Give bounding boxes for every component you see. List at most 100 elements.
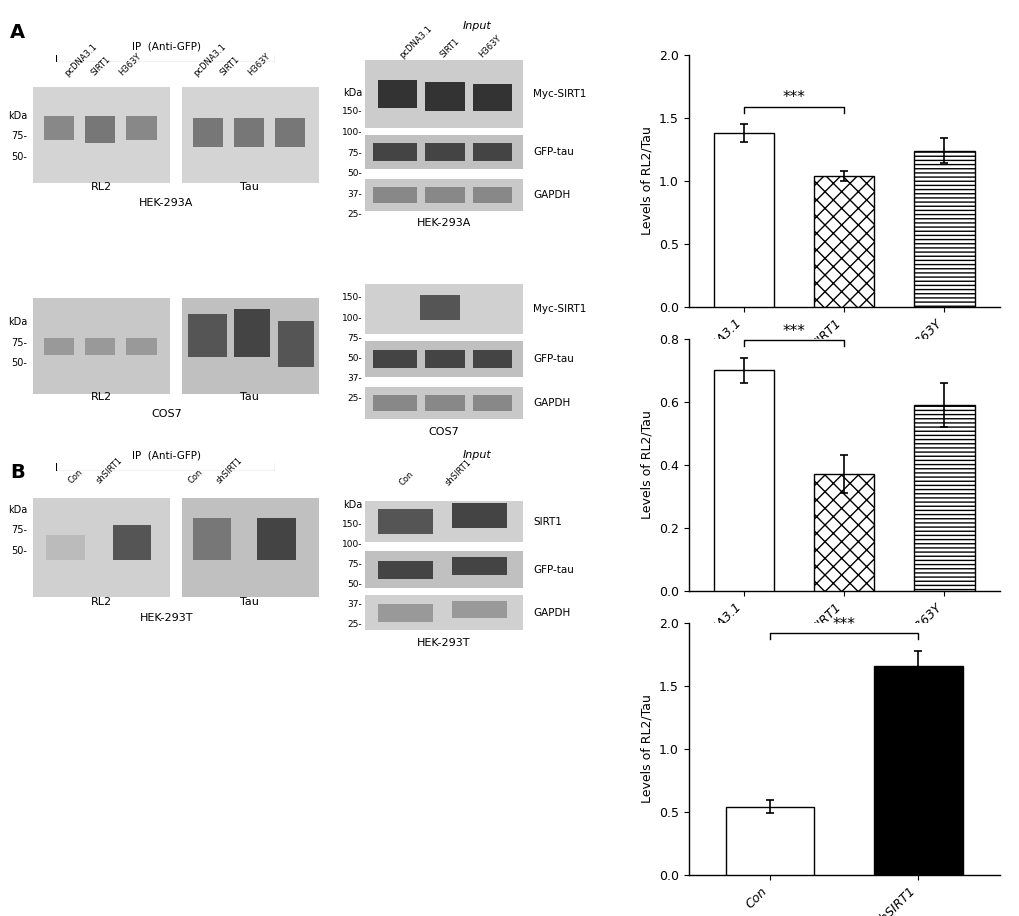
Text: GFP-tau: GFP-tau xyxy=(533,354,574,364)
Bar xyxy=(277,321,314,367)
Bar xyxy=(472,144,512,161)
Bar xyxy=(193,518,231,560)
Y-axis label: Levels of RL2/Tau: Levels of RL2/Tau xyxy=(640,410,652,519)
Text: 75-: 75- xyxy=(11,338,28,348)
Text: 50-: 50- xyxy=(347,580,362,589)
Text: SIRT1: SIRT1 xyxy=(90,55,112,78)
Text: B: B xyxy=(10,463,24,482)
Text: kDa: kDa xyxy=(342,88,362,98)
Text: GFP-tau: GFP-tau xyxy=(533,147,574,157)
Text: SIRT1: SIRT1 xyxy=(438,37,461,60)
Text: kDa: kDa xyxy=(8,505,28,515)
Text: H363Y: H363Y xyxy=(246,52,271,78)
Text: HEK-293A: HEK-293A xyxy=(139,198,194,208)
Bar xyxy=(425,187,465,202)
Text: Con: Con xyxy=(66,467,85,485)
Text: H363Y: H363Y xyxy=(477,34,502,60)
Text: kDa: kDa xyxy=(342,500,362,510)
Text: 150-: 150- xyxy=(341,293,362,302)
Text: SIRT1: SIRT1 xyxy=(218,55,240,78)
Y-axis label: Levels of RL2/Tau: Levels of RL2/Tau xyxy=(640,694,652,803)
Bar xyxy=(813,474,873,591)
Text: 25-: 25- xyxy=(347,394,362,403)
Text: 37-: 37- xyxy=(347,190,362,199)
Bar xyxy=(275,118,306,147)
Bar xyxy=(189,314,227,357)
Bar xyxy=(913,151,973,307)
Bar xyxy=(126,116,157,140)
Text: shSIRT1: shSIRT1 xyxy=(214,456,244,485)
Text: Tau: Tau xyxy=(240,181,259,191)
Bar xyxy=(451,601,507,618)
Y-axis label: Levels of RL2/Tau: Levels of RL2/Tau xyxy=(640,126,652,235)
Bar xyxy=(193,118,223,147)
Bar xyxy=(373,350,417,368)
Text: 150-: 150- xyxy=(341,519,362,529)
Text: ***: *** xyxy=(782,91,805,105)
Bar xyxy=(713,133,773,307)
Text: 50-: 50- xyxy=(11,546,28,556)
Text: 50-: 50- xyxy=(347,169,362,178)
Bar xyxy=(472,350,512,368)
Bar xyxy=(377,561,433,579)
Text: Con: Con xyxy=(186,467,205,485)
Text: 25-: 25- xyxy=(347,620,362,629)
Bar xyxy=(44,116,74,140)
Text: COS7: COS7 xyxy=(428,427,459,437)
Text: RL2: RL2 xyxy=(91,181,111,191)
Bar xyxy=(44,338,74,355)
Text: 50-: 50- xyxy=(347,354,362,363)
Text: Tau: Tau xyxy=(240,392,259,402)
Bar xyxy=(472,395,512,410)
Text: IP  (Anti-GFP): IP (Anti-GFP) xyxy=(131,41,201,51)
Bar xyxy=(373,144,417,161)
Text: pcDNA3.1: pcDNA3.1 xyxy=(63,42,99,78)
Bar xyxy=(425,82,465,111)
Text: pcDNA3.1: pcDNA3.1 xyxy=(192,42,227,78)
Text: COS7: COS7 xyxy=(151,409,181,419)
Bar xyxy=(873,666,962,875)
Text: shSIRT1: shSIRT1 xyxy=(443,458,473,487)
Bar xyxy=(85,338,115,355)
Text: GAPDH: GAPDH xyxy=(533,398,571,408)
Text: Myc-SIRT1: Myc-SIRT1 xyxy=(533,90,586,99)
Bar xyxy=(373,187,417,202)
Text: GFP-tau: GFP-tau xyxy=(533,565,574,574)
Bar xyxy=(377,509,433,534)
Text: RL2: RL2 xyxy=(91,392,111,402)
Bar xyxy=(233,118,264,147)
Text: kDa: kDa xyxy=(8,111,28,121)
Text: 75-: 75- xyxy=(347,560,362,569)
Text: 75-: 75- xyxy=(347,333,362,343)
Text: 37-: 37- xyxy=(347,600,362,609)
Text: HEK-293A: HEK-293A xyxy=(416,218,471,228)
Text: pcDNA3.1: pcDNA3.1 xyxy=(397,24,433,60)
Text: 25-: 25- xyxy=(347,210,362,219)
Bar xyxy=(425,350,465,368)
Bar xyxy=(420,295,460,321)
Bar xyxy=(913,405,973,591)
Bar xyxy=(472,187,512,202)
Text: shSIRT1: shSIRT1 xyxy=(95,456,124,485)
Text: 150-: 150- xyxy=(341,107,362,116)
Bar xyxy=(373,395,417,410)
Text: 50-: 50- xyxy=(11,358,28,368)
Text: ***: *** xyxy=(832,616,855,632)
Bar xyxy=(126,338,157,355)
Text: 100-: 100- xyxy=(341,127,362,136)
Text: HEK-293T: HEK-293T xyxy=(417,638,470,648)
Text: 100-: 100- xyxy=(341,313,362,322)
Text: Input: Input xyxy=(463,21,491,31)
Text: A: A xyxy=(10,23,25,42)
Text: H363Y: H363Y xyxy=(117,52,143,78)
Text: GAPDH: GAPDH xyxy=(533,191,571,200)
Bar xyxy=(47,535,85,560)
Text: 100-: 100- xyxy=(341,540,362,549)
Text: Tau: Tau xyxy=(240,596,259,606)
Text: SIRT1: SIRT1 xyxy=(533,518,561,527)
Bar xyxy=(451,503,507,528)
Bar xyxy=(85,116,115,143)
Bar xyxy=(377,605,433,622)
Text: 75-: 75- xyxy=(11,525,28,535)
Text: Con: Con xyxy=(397,469,416,487)
